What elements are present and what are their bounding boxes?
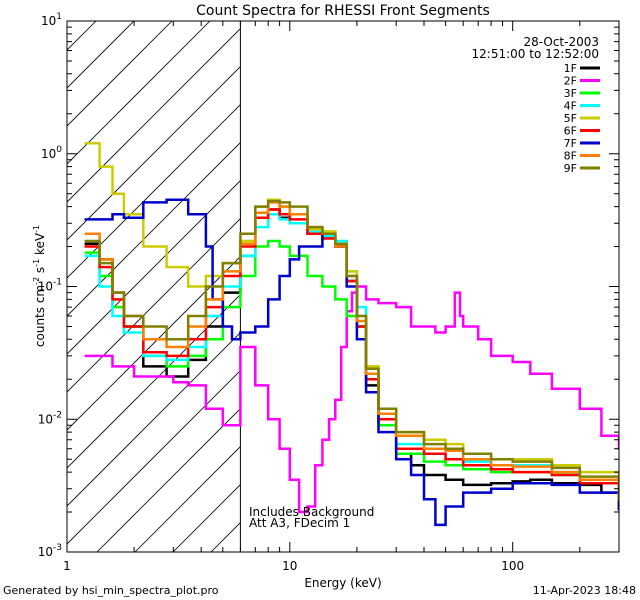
legend-label-8f: 8F (564, 150, 577, 163)
legend-label-5f: 5F (564, 112, 577, 125)
excluded-region-hatch (67, 21, 241, 552)
series-7f (84, 198, 619, 527)
legend-label-1f: 1F (564, 62, 577, 75)
hatch-lines (67, 21, 241, 552)
x-tick-labels: 1 10 100 (63, 559, 524, 573)
series-3f (84, 239, 619, 503)
y-tick-label: 10-2 (38, 410, 62, 426)
y-tick-label: 10-3 (38, 543, 62, 559)
footer-generator: Generated by hsi_min_spectra_plot.pro (3, 584, 219, 597)
x-tick-label: 100 (501, 559, 524, 573)
series-9f (84, 199, 619, 499)
series-2f (84, 285, 619, 514)
series-group (84, 141, 619, 527)
annotation-attenuator: Att A3, FDecim 1 (249, 516, 350, 530)
legend-label-7f: 7F (564, 137, 577, 150)
y-tick-label: 100 (41, 145, 62, 161)
chart-title: Count Spectra for RHESSI Front Segments (196, 3, 490, 19)
legend-label-9f: 9F (564, 162, 577, 175)
y-tick-label: 101 (41, 12, 62, 28)
legend-label-2f: 2F (564, 75, 577, 88)
annotation-background: Includes Background (249, 505, 374, 519)
y-axis-label: counts cm-2 s-1 keV-1 (32, 225, 47, 347)
x-tick-label: 10 (282, 559, 297, 573)
tick-marks (66, 21, 620, 553)
time-range-label: 12:51:00 to 12:52:00 (472, 47, 599, 61)
series-5f (84, 141, 619, 496)
x-axis-label: Energy (keV) (304, 576, 381, 590)
y-tick-labels: 101 100 10-1 10-2 10-3 (38, 12, 63, 559)
axis-ticks (66, 21, 620, 553)
y-tick-label: 10-1 (38, 278, 62, 294)
x-tick-label: 1 (63, 559, 71, 573)
legend-label-3f: 3F (564, 87, 577, 100)
footer-timestamp: 11-Apr-2023 18:48 (533, 584, 636, 597)
date-label: 28-Oct-2003 (523, 35, 599, 49)
legend-label-6f: 6F (564, 125, 577, 138)
legend-label-4f: 4F (564, 100, 577, 113)
